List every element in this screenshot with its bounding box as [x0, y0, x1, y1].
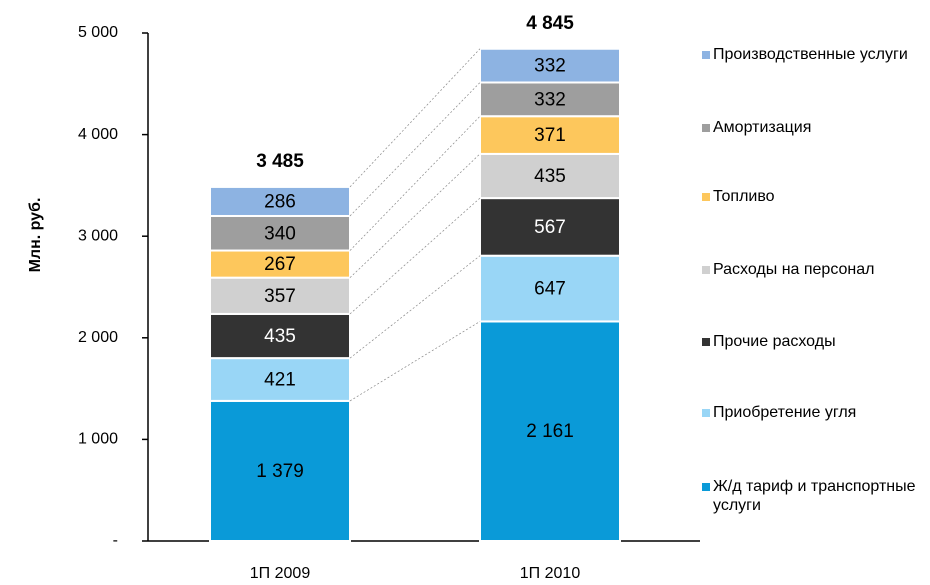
legend-label: Ж/д тариф и транспортные услуги — [713, 478, 916, 514]
value-label: 332 — [534, 56, 566, 77]
bar-segment — [479, 197, 621, 257]
legend-swatch — [702, 193, 710, 201]
value-label: 267 — [264, 254, 296, 275]
connector — [349, 197, 481, 315]
y-tick-label: 5 000 — [78, 24, 118, 41]
legend-swatch — [702, 266, 710, 274]
legend-label: Амортизация — [713, 119, 812, 136]
connector — [349, 48, 481, 188]
value-label: 421 — [264, 370, 296, 391]
bar-segment — [209, 276, 351, 315]
legend-swatch — [702, 338, 710, 346]
value-label: 435 — [534, 166, 566, 187]
legend-swatch — [702, 51, 710, 59]
x-tick-label: 1П 2009 — [250, 565, 311, 582]
value-label: 286 — [264, 191, 296, 212]
bar-segment — [209, 399, 351, 542]
y-tick-label: 3 000 — [78, 227, 118, 244]
legend-label: Производственные услуги — [713, 46, 908, 63]
y-tick-label: - — [113, 532, 118, 549]
value-label: 435 — [264, 326, 296, 347]
legend-swatch — [702, 124, 710, 132]
bar-segment — [479, 320, 621, 543]
connector — [349, 153, 481, 278]
legend-label: Расходы на персонал — [713, 261, 875, 278]
bar-segment — [479, 115, 621, 155]
value-label: 647 — [534, 279, 566, 300]
y-tick-label: 2 000 — [78, 329, 118, 346]
legend-swatch — [702, 483, 710, 491]
total-label: 4 845 — [526, 13, 574, 34]
value-label: 340 — [264, 223, 296, 244]
legend-item: Ж/д тариф и транспортные услуги — [702, 477, 924, 515]
y-axis-label: Млн. руб. — [27, 198, 44, 273]
legend-item: Прочие расходы — [702, 332, 924, 351]
value-label: 371 — [534, 125, 566, 146]
connector — [349, 82, 481, 217]
value-label: 2 161 — [526, 421, 574, 442]
value-label: 357 — [264, 286, 296, 307]
bar-segment — [209, 249, 351, 279]
legend-item: Производственные услуги — [702, 45, 924, 64]
bar-segment — [209, 357, 351, 402]
value-label: 1 379 — [256, 461, 304, 482]
connector — [349, 115, 481, 251]
connector — [349, 255, 481, 359]
legend-item: Приобретение угля — [702, 403, 924, 422]
y-tick-label: 1 000 — [78, 431, 118, 448]
legend-label: Прочие расходы — [713, 333, 836, 350]
bar-segment — [479, 254, 621, 323]
bar-segment — [209, 185, 351, 217]
bar-segment — [479, 152, 621, 200]
legend-item: Амортизация — [702, 118, 924, 137]
legend-swatch — [702, 409, 710, 417]
legend-item: Топливо — [702, 187, 924, 206]
legend-item: Расходы на персонал — [702, 260, 924, 279]
bar-segment — [479, 47, 621, 84]
value-label: 332 — [534, 89, 566, 110]
total-label: 3 485 — [256, 151, 304, 172]
connector — [349, 321, 481, 402]
x-tick-label: 1П 2010 — [520, 565, 581, 582]
legend-label: Топливо — [713, 188, 775, 205]
value-label: 567 — [534, 217, 566, 238]
legend-label: Приобретение угля — [713, 404, 857, 421]
bar-segment — [209, 214, 351, 252]
y-tick-label: 4 000 — [78, 126, 118, 143]
bar-segment — [209, 312, 351, 360]
